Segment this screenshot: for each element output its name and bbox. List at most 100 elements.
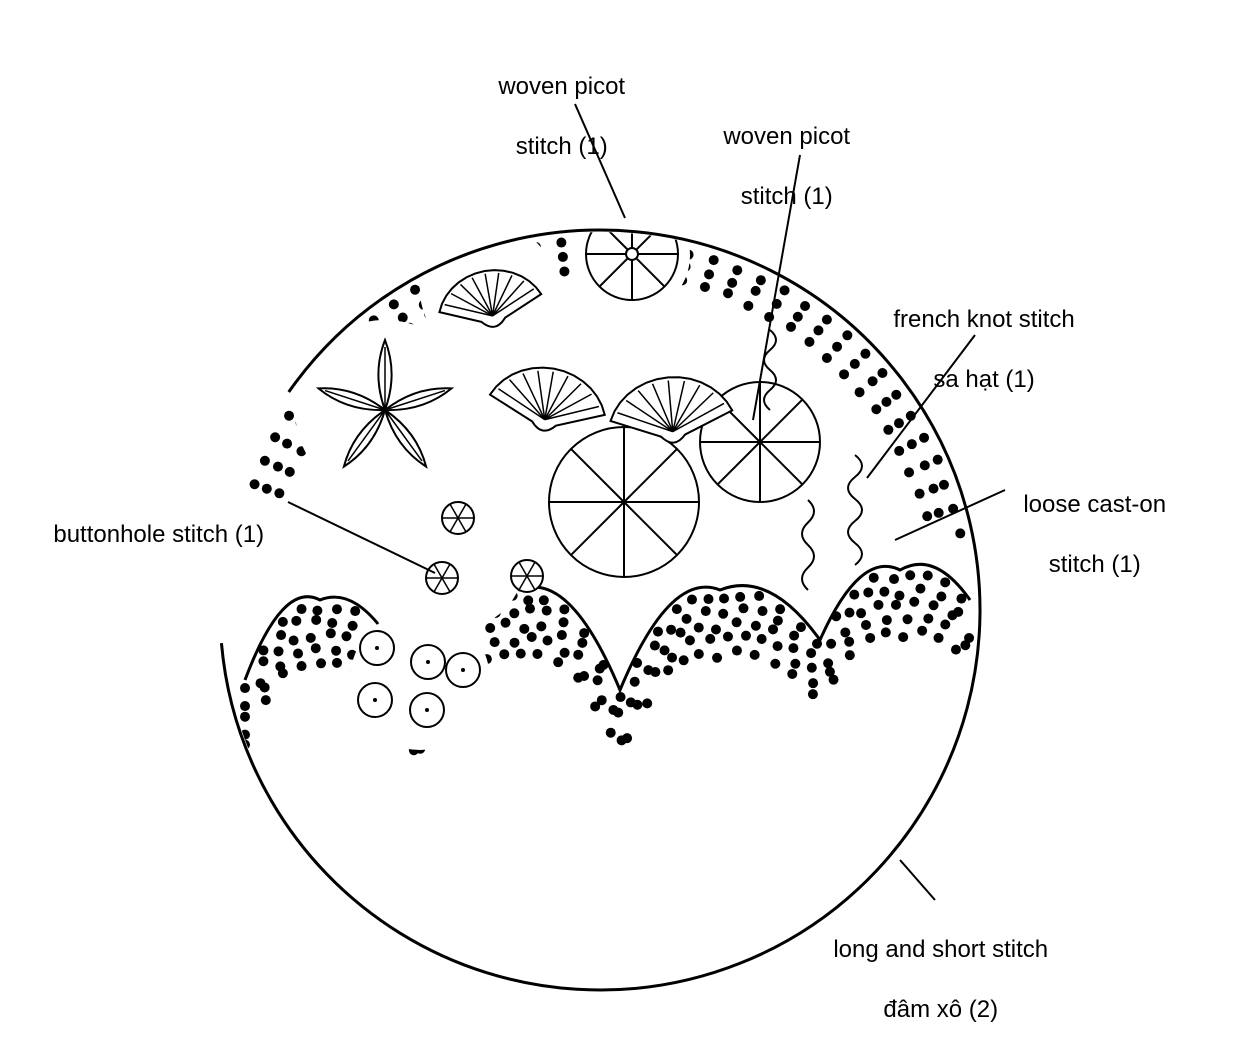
french-knot-dot xyxy=(840,627,850,637)
french-knot-dot xyxy=(557,630,567,640)
french-knot-dot xyxy=(879,587,889,597)
french-knot-dot xyxy=(894,418,904,428)
french-knot-dot xyxy=(929,600,939,610)
french-knot-dot xyxy=(278,668,288,678)
french-knot-dot xyxy=(700,282,710,292)
french-knot-dot xyxy=(732,617,742,627)
french-knot-dot xyxy=(622,733,632,743)
label-text: loose cast-on xyxy=(1023,491,1166,518)
french-knot-dot xyxy=(758,606,768,616)
french-knot-dot xyxy=(873,600,883,610)
french-knot-dot xyxy=(955,528,965,538)
french-knot-dot xyxy=(881,397,891,407)
french-knot-dot xyxy=(711,625,721,635)
french-knot-dot xyxy=(915,584,925,594)
label-long-short: long and short stitch đâm xô (2) xyxy=(820,905,1048,1025)
french-knot-dot xyxy=(905,570,915,580)
french-knot-dot xyxy=(934,633,944,643)
french-knot-dot xyxy=(389,299,399,309)
french-knot-dot xyxy=(293,649,303,659)
french-knot-dot xyxy=(919,433,929,443)
french-knot-dot xyxy=(630,677,640,687)
french-knot-dot xyxy=(775,604,785,614)
french-knot-dot xyxy=(284,411,294,421)
french-knot-dot xyxy=(542,606,552,616)
french-knot-dot xyxy=(757,634,767,644)
french-knot-dot xyxy=(499,649,509,659)
french-knot-dot xyxy=(960,640,970,650)
french-knot-dot xyxy=(532,649,542,659)
french-knot-dot xyxy=(341,631,351,641)
leader-line xyxy=(900,860,935,900)
french-knot-dot xyxy=(709,255,719,265)
french-knot-dot xyxy=(240,712,250,722)
french-knot-dot xyxy=(917,626,927,636)
french-knot-dot xyxy=(929,484,939,494)
french-knot-dot xyxy=(556,238,566,248)
french-knot-dot xyxy=(787,669,797,679)
french-knot-dot xyxy=(311,615,321,625)
label-text: stitch (1) xyxy=(1049,551,1141,578)
french-knot-dot xyxy=(940,620,950,630)
french-knot-dot xyxy=(845,608,855,618)
label-woven-picot-b: woven picot stitch (1) xyxy=(710,92,850,212)
french-knot-dot xyxy=(270,432,280,442)
french-knot-dot xyxy=(297,661,307,671)
french-knot-dot xyxy=(291,616,301,626)
french-knot-dot xyxy=(839,369,849,379)
french-knot-dot xyxy=(519,624,529,634)
french-knot-dot xyxy=(732,646,742,656)
squiggle xyxy=(802,500,814,590)
french-knot-dot xyxy=(790,659,800,669)
french-knot-dot xyxy=(856,608,866,618)
french-knot-dot xyxy=(780,285,790,295)
french-knot-dot xyxy=(553,657,563,667)
french-knot-dot xyxy=(754,591,764,601)
french-knot-dot xyxy=(923,614,933,624)
french-knot-dot xyxy=(718,609,728,619)
french-knot-dot xyxy=(808,689,818,699)
label-text: woven picot xyxy=(723,123,850,150)
french-knot-dot xyxy=(687,595,697,605)
french-knot-dot xyxy=(831,611,841,621)
french-knot-dot xyxy=(274,488,284,498)
french-knot-dot xyxy=(667,653,677,663)
french-knot-dot xyxy=(951,645,961,655)
french-knot-dot xyxy=(348,621,358,631)
french-knot-dot xyxy=(289,636,299,646)
french-knot-dot xyxy=(743,301,753,311)
french-knot-dot xyxy=(735,592,745,602)
french-knot-dot xyxy=(685,635,695,645)
french-knot-dot xyxy=(509,608,519,618)
french-knot-dot xyxy=(701,606,711,616)
squiggle xyxy=(848,455,862,565)
french-knot-dot xyxy=(898,632,908,642)
label-text: đâm xô (2) xyxy=(883,996,998,1023)
french-knot-dot xyxy=(312,606,322,616)
french-knot-dot xyxy=(907,439,917,449)
french-knot-dot xyxy=(732,265,742,275)
french-knot-dot xyxy=(903,614,913,624)
french-knot-dot xyxy=(789,631,799,641)
french-knot-dot xyxy=(829,675,839,685)
french-knot-dot xyxy=(559,617,569,627)
french-knot-dot xyxy=(660,645,670,655)
french-knot-dot xyxy=(806,648,816,658)
french-knot-dot xyxy=(650,667,660,677)
french-knot-dot xyxy=(796,622,806,632)
french-knot-dot xyxy=(920,460,930,470)
french-knot-dot xyxy=(273,462,283,472)
french-knot-dot xyxy=(832,342,842,352)
french-knot-dot xyxy=(863,587,873,597)
french-knot-dot xyxy=(539,595,549,605)
french-knot-dot xyxy=(261,695,271,705)
french-knot-dot xyxy=(800,301,810,311)
label-text: stitch (1) xyxy=(516,133,608,160)
french-knot-dot xyxy=(770,659,780,669)
french-knot-dot xyxy=(672,604,682,614)
french-knot-dot xyxy=(705,634,715,644)
label-text: woven picot xyxy=(498,73,625,100)
french-knot-dot xyxy=(922,511,932,521)
french-knot-dot xyxy=(240,683,250,693)
french-knot-dot xyxy=(527,632,537,642)
